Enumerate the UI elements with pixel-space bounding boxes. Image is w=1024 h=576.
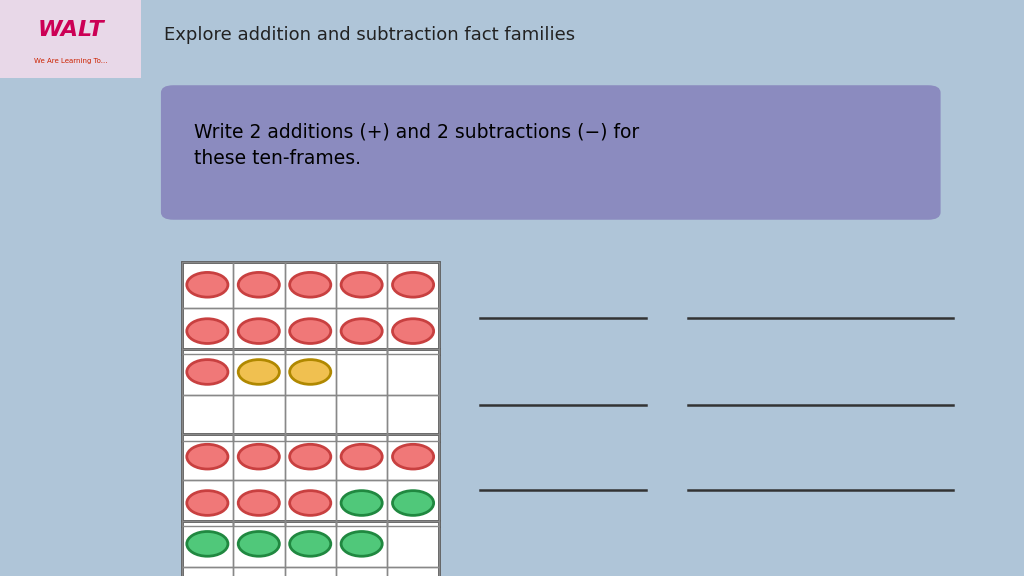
Circle shape — [186, 532, 228, 556]
Bar — [181, 434, 233, 480]
Bar — [336, 480, 387, 526]
Bar — [336, 262, 387, 308]
Bar — [336, 521, 387, 567]
Circle shape — [186, 491, 228, 516]
Bar — [285, 349, 336, 395]
Bar — [336, 567, 387, 576]
Circle shape — [186, 319, 228, 343]
Bar — [285, 434, 336, 480]
Bar — [181, 349, 233, 395]
Circle shape — [186, 272, 228, 297]
Bar — [387, 567, 438, 576]
Bar — [285, 521, 336, 567]
Bar — [387, 262, 438, 308]
Bar — [285, 395, 336, 441]
Bar — [285, 480, 336, 526]
Bar — [233, 262, 285, 308]
Circle shape — [290, 319, 331, 343]
Circle shape — [392, 491, 433, 516]
Circle shape — [341, 491, 382, 516]
FancyBboxPatch shape — [0, 0, 141, 78]
Bar — [233, 434, 285, 480]
Bar — [387, 480, 438, 526]
Bar — [387, 395, 438, 441]
Bar — [387, 434, 438, 480]
Circle shape — [290, 491, 331, 516]
Circle shape — [392, 272, 433, 297]
Bar — [285, 308, 336, 354]
Circle shape — [239, 359, 280, 384]
Bar — [336, 308, 387, 354]
Circle shape — [341, 319, 382, 343]
Text: We Are Learning To...: We Are Learning To... — [34, 58, 108, 64]
Circle shape — [239, 319, 280, 343]
FancyBboxPatch shape — [161, 85, 941, 220]
Bar — [285, 567, 336, 576]
Circle shape — [341, 532, 382, 556]
Circle shape — [239, 444, 280, 469]
Bar — [233, 308, 285, 354]
Circle shape — [341, 444, 382, 469]
Bar — [233, 480, 285, 526]
Circle shape — [392, 444, 433, 469]
Bar — [336, 349, 387, 395]
Text: WALT: WALT — [37, 20, 104, 40]
Bar — [181, 308, 233, 354]
Text: Explore addition and subtraction fact families: Explore addition and subtraction fact fa… — [164, 26, 574, 44]
Bar — [387, 308, 438, 354]
Circle shape — [290, 532, 331, 556]
Text: Write 2 additions (+) and 2 subtractions (−) for
these ten-frames.: Write 2 additions (+) and 2 subtractions… — [195, 122, 639, 168]
Circle shape — [392, 319, 433, 343]
Circle shape — [290, 359, 331, 384]
Circle shape — [290, 272, 331, 297]
Circle shape — [239, 491, 280, 516]
Bar — [336, 395, 387, 441]
Bar — [181, 434, 438, 526]
Circle shape — [186, 444, 228, 469]
Bar — [181, 262, 438, 354]
Circle shape — [186, 359, 228, 384]
Bar — [233, 349, 285, 395]
Bar — [387, 349, 438, 395]
Circle shape — [239, 532, 280, 556]
Circle shape — [341, 272, 382, 297]
Bar — [181, 480, 233, 526]
Bar — [181, 521, 438, 576]
Bar — [285, 262, 336, 308]
Bar — [181, 567, 233, 576]
Circle shape — [239, 272, 280, 297]
Bar — [233, 521, 285, 567]
Bar — [233, 395, 285, 441]
Bar — [233, 567, 285, 576]
Bar — [181, 395, 233, 441]
Bar — [181, 521, 233, 567]
Bar — [181, 262, 233, 308]
Bar — [181, 349, 438, 441]
Circle shape — [290, 444, 331, 469]
Bar — [336, 434, 387, 480]
Bar — [387, 521, 438, 567]
